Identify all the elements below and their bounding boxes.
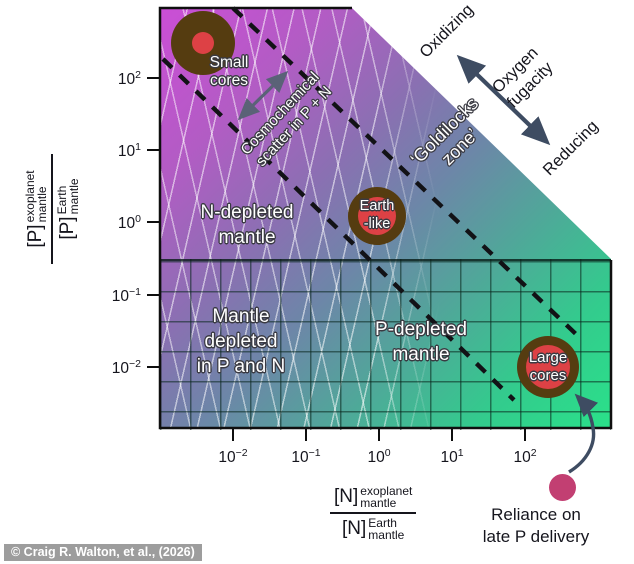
label-reliance-late-p-delivery: Reliance on late P delivery: [482, 505, 590, 546]
region-label-n-depleted: N-depleted mantle: [200, 202, 294, 248]
earth-core-center: [358, 197, 396, 235]
large-core-center: [526, 345, 570, 389]
late-p-delivery-dot-icon: [549, 474, 576, 501]
small-cores-marker-icon: [171, 11, 235, 75]
large-cores-label: Large cores: [528, 349, 568, 384]
small-core-center: [192, 32, 214, 54]
x-tick-label-1e2: 102: [513, 447, 537, 467]
y-tick-label-1e2: 102: [117, 69, 141, 89]
y-axis-denominator: [P] Earth mantle: [55, 178, 81, 240]
y-axis-label: [P] exoplanet mantle [P] Earth mantle: [23, 154, 81, 264]
y-tick-label-1e-1: 10−1: [111, 286, 141, 306]
region-label-depleted-p-and-n: Mantle depleted in P and N: [196, 306, 286, 377]
y-axis-ticks: [147, 77, 159, 368]
y-tick-label-1e0: 100: [117, 213, 141, 233]
region-label-p-depleted: P-depleted mantle: [375, 319, 467, 365]
x-tick-label-1e0: 100: [367, 447, 391, 467]
x-axis-denominator: [N] Earth mantle: [342, 516, 405, 542]
large-cores-marker-icon: [517, 336, 579, 398]
x-tick-label-1e1: 101: [440, 447, 464, 467]
earth-like-label: Earth -like: [359, 198, 395, 232]
y-tick-label-1e1: 101: [117, 141, 141, 161]
x-axis-numerator: [N] exoplanet mantle: [334, 484, 413, 510]
x-tick-label-1e-1: 10−1: [291, 447, 321, 467]
x-axis-ticks: [232, 429, 526, 441]
x-tick-label-1e-2: 10−2: [218, 447, 248, 467]
x-axis-label: [N] exoplanet mantle [N] Earth mantle: [330, 484, 417, 542]
y-tick-label-1e-2: 10−2: [111, 358, 141, 378]
earth-like-marker-icon: [348, 187, 406, 245]
y-axis-fraction-bar: [51, 154, 53, 264]
small-cores-label: Small cores: [209, 54, 249, 89]
credit-watermark: © Craig R. Walton, et al., (2026): [4, 544, 202, 561]
x-axis-fraction-bar: [330, 512, 417, 514]
y-axis-numerator: [P] exoplanet mantle: [23, 170, 49, 248]
